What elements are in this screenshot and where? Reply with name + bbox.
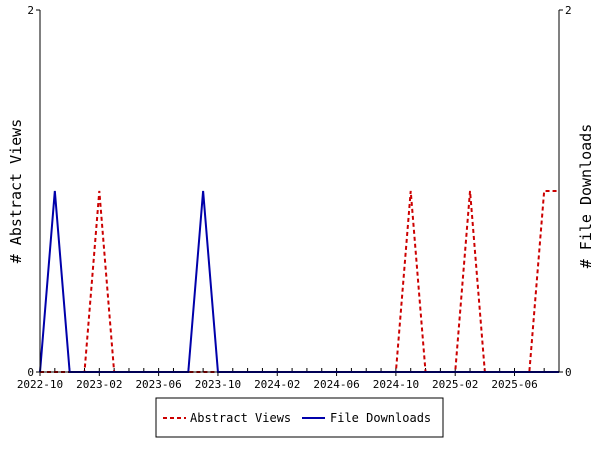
legend-box xyxy=(155,397,444,438)
y-left-tick-label: 0 xyxy=(27,366,34,379)
y-left-tick-label: 2 xyxy=(27,4,34,17)
x-tick-label: 2023-10 xyxy=(195,378,241,391)
y-right-axis-title: # File Downloads xyxy=(577,124,595,269)
legend-label-abstract-views: Abstract Views xyxy=(190,411,291,425)
y-right-tick-label: 2 xyxy=(565,4,572,17)
x-tick-label: 2022-10 xyxy=(17,378,63,391)
legend-label-file-downloads: File Downloads xyxy=(330,411,431,425)
legend: Abstract Views File Downloads xyxy=(155,397,444,438)
y-right-tick-label: 0 xyxy=(565,366,572,379)
x-tick-label: 2023-06 xyxy=(135,378,181,391)
plot-area xyxy=(40,10,559,372)
x-tick-label: 2025-02 xyxy=(432,378,478,391)
x-tick-label: 2024-06 xyxy=(313,378,359,391)
x-tick-label: 2025-06 xyxy=(491,378,537,391)
x-tick-label: 2023-02 xyxy=(76,378,122,391)
y-left-axis-title: # Abstract Views xyxy=(7,119,25,264)
x-tick-label: 2024-10 xyxy=(373,378,419,391)
x-tick-label: 2024-02 xyxy=(254,378,300,391)
